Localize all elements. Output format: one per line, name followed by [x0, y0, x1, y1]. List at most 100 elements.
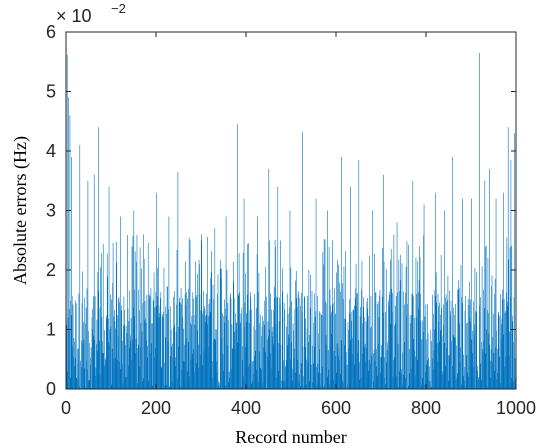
bar	[325, 301, 326, 389]
bar	[318, 372, 319, 389]
bar	[319, 312, 321, 389]
bar	[110, 294, 111, 389]
bar	[115, 357, 116, 389]
bar	[191, 324, 192, 389]
bar	[420, 321, 422, 389]
bar	[248, 243, 249, 389]
bar	[309, 307, 311, 389]
y-axis-label: Absolute errors (Hz)	[10, 136, 31, 285]
bar	[78, 348, 79, 389]
bar	[120, 216, 121, 389]
bar	[187, 371, 189, 389]
bar	[119, 361, 120, 389]
bar	[329, 289, 331, 389]
bar	[388, 305, 390, 389]
bar	[349, 313, 351, 389]
bar	[78, 293, 80, 389]
bar	[128, 365, 129, 389]
bar	[370, 363, 371, 389]
bar	[262, 315, 263, 389]
bar	[197, 344, 199, 389]
bar	[189, 376, 190, 389]
bar	[307, 362, 309, 389]
bar	[340, 291, 341, 389]
bar	[468, 376, 469, 389]
bar	[328, 369, 329, 389]
bar	[264, 351, 266, 389]
x-tick-label: 1000	[496, 398, 536, 418]
bar	[79, 386, 80, 389]
bar	[150, 287, 152, 389]
bar	[194, 372, 195, 389]
bar	[295, 372, 297, 389]
bar	[486, 329, 487, 389]
bar	[80, 366, 82, 389]
bars-group	[66, 52, 517, 390]
bar	[210, 278, 212, 389]
bar	[393, 360, 394, 389]
bar	[370, 296, 372, 389]
y-tick-label: 3	[46, 201, 56, 221]
bar	[363, 317, 365, 389]
bar	[131, 359, 132, 389]
bar	[177, 171, 179, 389]
bar	[387, 387, 389, 389]
bar	[275, 324, 277, 389]
bar	[109, 345, 110, 389]
bar	[167, 341, 169, 389]
bar	[429, 366, 430, 389]
bar	[377, 301, 379, 389]
bar	[184, 294, 186, 389]
bar	[313, 293, 315, 389]
bar	[210, 312, 211, 389]
bar	[304, 297, 306, 389]
bar	[170, 355, 171, 389]
bar	[478, 377, 480, 389]
bar	[271, 309, 272, 389]
bar	[169, 387, 170, 389]
bar	[415, 257, 417, 389]
y-tick-label: 5	[46, 82, 56, 102]
bar	[513, 297, 515, 389]
bar	[376, 349, 377, 389]
bar	[70, 377, 72, 389]
bar	[421, 384, 422, 389]
bar	[342, 298, 344, 389]
bar	[259, 351, 261, 389]
bar	[390, 323, 392, 389]
bar	[308, 270, 310, 389]
bar	[200, 310, 201, 389]
bar	[412, 180, 414, 389]
bar	[389, 294, 390, 389]
y-tick-label: 2	[46, 260, 56, 280]
bar	[471, 353, 473, 389]
bar	[384, 377, 385, 389]
bar	[421, 339, 423, 389]
bar	[192, 292, 194, 389]
bar	[147, 357, 148, 389]
bar	[135, 353, 136, 389]
bar	[417, 360, 418, 389]
bar	[106, 315, 107, 389]
bar	[182, 298, 183, 389]
bar	[233, 298, 235, 389]
bar	[207, 316, 209, 389]
bar	[351, 337, 353, 389]
bar	[476, 272, 477, 389]
bar	[365, 362, 366, 389]
bar	[70, 315, 72, 389]
bar	[286, 326, 287, 389]
bar	[248, 323, 250, 389]
bar	[250, 297, 252, 389]
bar	[176, 304, 177, 389]
bar	[162, 318, 164, 389]
bar	[81, 340, 82, 389]
bar	[444, 365, 446, 389]
bar	[357, 352, 359, 389]
bar	[152, 385, 153, 389]
bar	[72, 304, 74, 389]
bar	[168, 309, 169, 389]
bar	[142, 378, 144, 389]
bar	[417, 309, 419, 389]
bar	[237, 294, 239, 389]
